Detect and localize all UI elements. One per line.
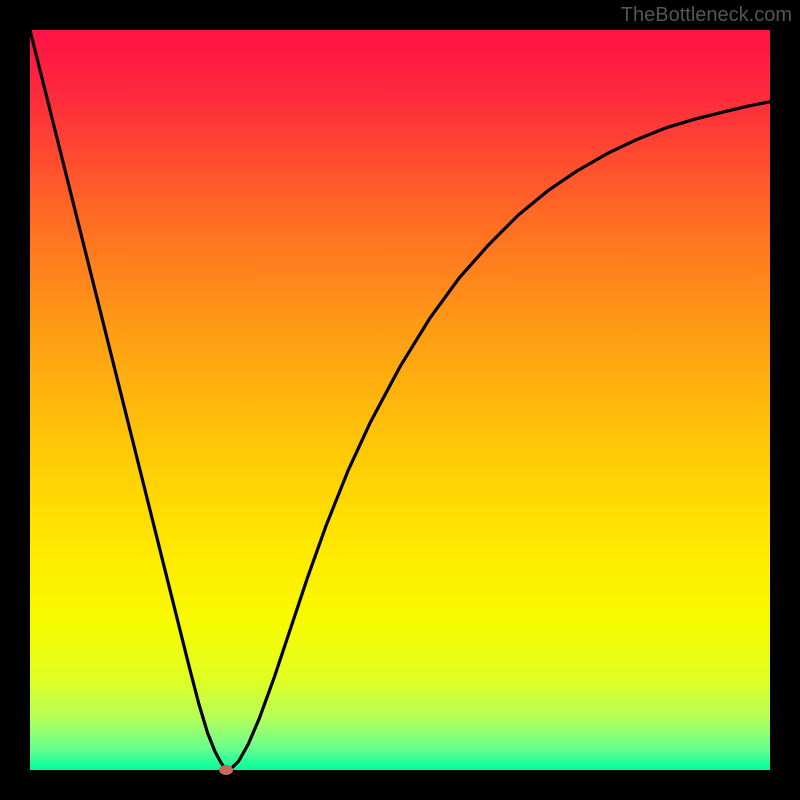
chart-container: TheBottleneck.com <box>0 0 800 800</box>
watermark-text: TheBottleneck.com <box>621 4 792 27</box>
plot-background <box>30 30 770 770</box>
minimum-marker <box>219 765 233 775</box>
chart-svg <box>0 0 800 800</box>
